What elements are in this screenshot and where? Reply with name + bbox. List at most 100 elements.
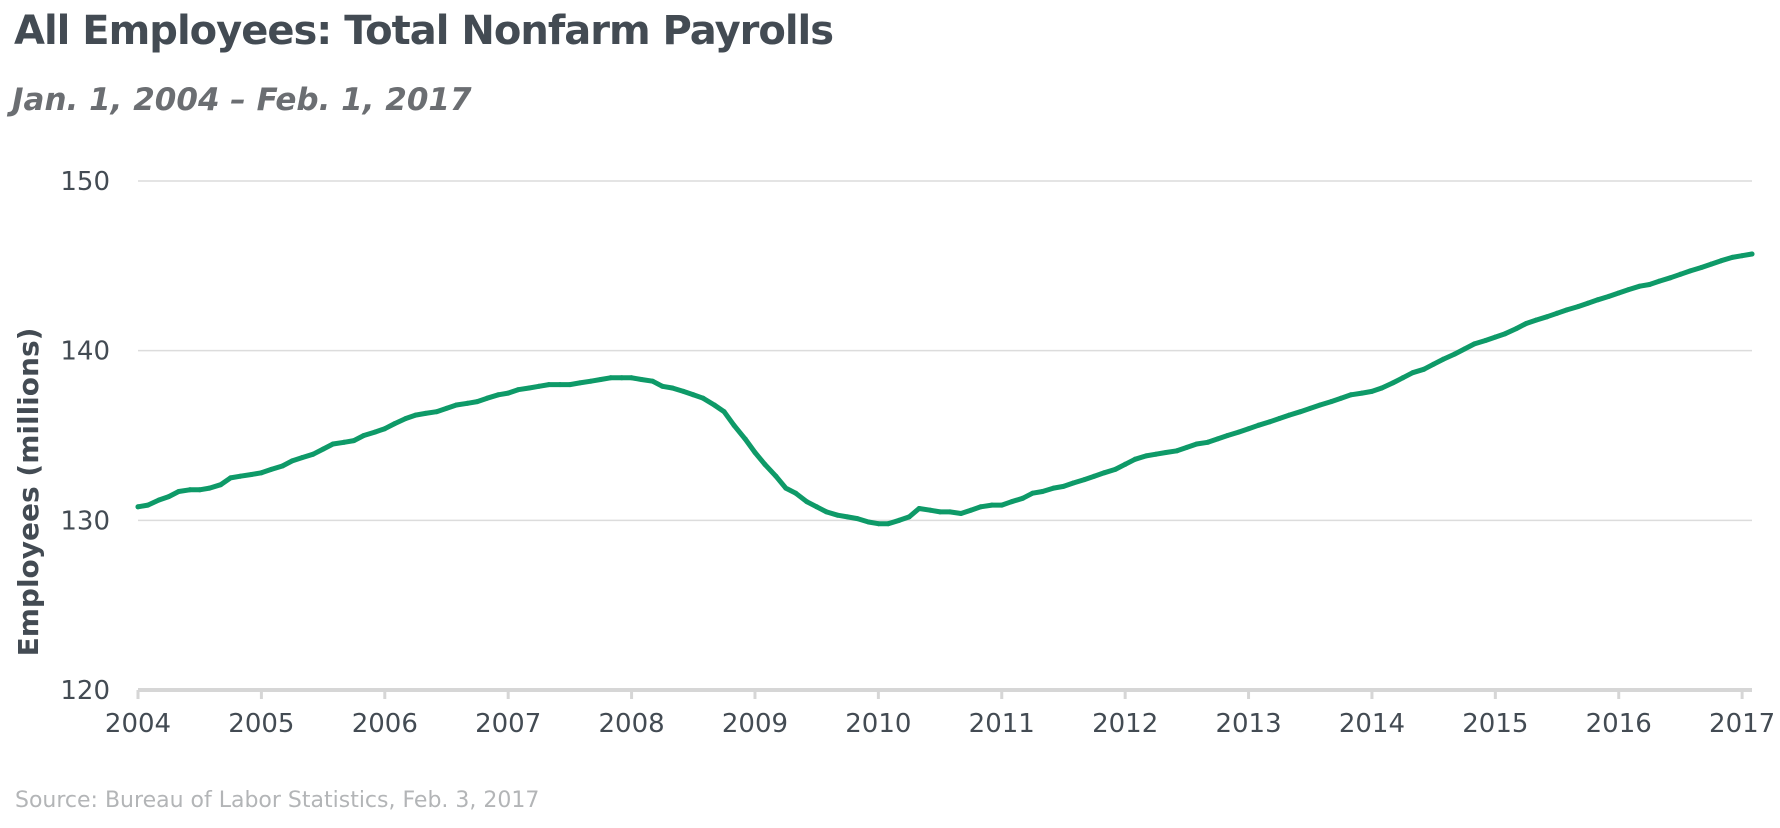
x-tick-label: 2006 bbox=[352, 709, 418, 739]
x-tick-label: 2016 bbox=[1586, 709, 1652, 739]
data-point bbox=[1184, 444, 1190, 450]
data-point bbox=[783, 485, 789, 491]
data-point bbox=[1718, 258, 1724, 264]
data-point bbox=[557, 382, 563, 388]
data-point bbox=[1585, 300, 1591, 306]
data-point bbox=[546, 382, 552, 388]
data-point bbox=[999, 502, 1005, 508]
data-point bbox=[835, 512, 841, 518]
data-point bbox=[279, 463, 285, 469]
data-point bbox=[567, 382, 573, 388]
data-point bbox=[1502, 331, 1508, 337]
data-point bbox=[1452, 351, 1458, 357]
data-point bbox=[1595, 297, 1601, 303]
data-point bbox=[927, 507, 933, 513]
data-point bbox=[166, 494, 172, 500]
data-point bbox=[854, 516, 860, 522]
data-point bbox=[742, 436, 748, 442]
data-point bbox=[1286, 412, 1292, 418]
data-point bbox=[680, 388, 686, 394]
data-point bbox=[1246, 426, 1252, 432]
data-point bbox=[1051, 485, 1057, 491]
data-point bbox=[1471, 341, 1477, 347]
data-point bbox=[1236, 429, 1242, 435]
data-point bbox=[1061, 483, 1066, 489]
data-point bbox=[906, 514, 912, 520]
data-point bbox=[299, 455, 305, 461]
x-tick-label: 2012 bbox=[1092, 709, 1158, 739]
data-point bbox=[1101, 470, 1107, 476]
data-point bbox=[937, 509, 943, 515]
x-tick-label: 2014 bbox=[1339, 709, 1405, 739]
data-point bbox=[1359, 390, 1365, 396]
y-tick-label: 150 bbox=[60, 167, 110, 197]
data-point bbox=[1513, 326, 1519, 332]
data-point bbox=[197, 487, 203, 493]
data-point bbox=[382, 426, 388, 432]
data-point bbox=[1194, 441, 1200, 447]
data-point bbox=[361, 433, 367, 438]
data-point bbox=[1410, 370, 1416, 376]
data-point bbox=[207, 485, 213, 491]
data-point bbox=[1081, 477, 1087, 483]
data-point bbox=[156, 497, 162, 503]
data-point bbox=[1255, 422, 1261, 428]
data-point bbox=[1533, 317, 1539, 323]
data-point bbox=[1462, 346, 1467, 352]
data-point bbox=[218, 482, 224, 488]
data-point bbox=[526, 385, 532, 391]
data-point bbox=[1657, 278, 1662, 284]
data-point bbox=[1708, 261, 1714, 267]
data-point bbox=[1348, 392, 1354, 398]
data-point bbox=[135, 504, 141, 510]
x-tick-label: 2008 bbox=[598, 709, 664, 739]
data-point bbox=[1400, 375, 1406, 381]
series-layer bbox=[135, 251, 1755, 527]
data-point bbox=[1338, 395, 1344, 401]
y-axis-label: Employees (millions) bbox=[12, 328, 45, 657]
data-point bbox=[690, 392, 696, 398]
data-point bbox=[669, 385, 675, 391]
data-point bbox=[228, 475, 233, 481]
data-point bbox=[1307, 405, 1313, 411]
data-point bbox=[1698, 265, 1704, 270]
data-point bbox=[187, 487, 193, 493]
data-point bbox=[866, 519, 871, 525]
data-point bbox=[845, 514, 850, 520]
data-point bbox=[629, 375, 635, 381]
data-point bbox=[1749, 251, 1755, 257]
data-point bbox=[989, 502, 995, 508]
x-tick-label: 2007 bbox=[475, 709, 541, 739]
data-point bbox=[1687, 268, 1693, 274]
data-point bbox=[453, 402, 459, 408]
data-point bbox=[495, 392, 501, 398]
y-tick-label: 120 bbox=[60, 676, 110, 706]
x-tick-label: 2009 bbox=[722, 709, 788, 739]
data-point bbox=[1431, 361, 1437, 367]
data-point bbox=[1544, 314, 1550, 320]
data-point bbox=[978, 504, 984, 510]
data-point bbox=[1390, 380, 1396, 386]
data-point bbox=[1276, 416, 1282, 421]
data-point bbox=[588, 378, 594, 384]
x-tick-label: 2004 bbox=[105, 709, 171, 739]
data-point bbox=[1070, 480, 1076, 486]
data-point bbox=[1668, 275, 1674, 281]
data-point bbox=[885, 521, 891, 527]
data-point bbox=[824, 509, 829, 515]
data-point bbox=[330, 441, 336, 447]
data-point bbox=[650, 378, 656, 384]
data-point bbox=[1483, 338, 1488, 343]
data-point bbox=[814, 504, 820, 510]
chart-title: All Employees: Total Nonfarm Payrolls bbox=[14, 8, 834, 54]
data-point bbox=[1215, 436, 1221, 442]
data-point bbox=[947, 509, 953, 515]
data-point bbox=[1163, 450, 1169, 455]
x-tick-label: 2017 bbox=[1709, 709, 1775, 739]
data-point bbox=[1421, 366, 1427, 372]
gridlines bbox=[138, 180, 1752, 522]
data-point bbox=[1626, 287, 1632, 293]
data-point bbox=[896, 517, 902, 523]
data-point bbox=[598, 377, 604, 382]
data-point bbox=[1174, 448, 1180, 454]
